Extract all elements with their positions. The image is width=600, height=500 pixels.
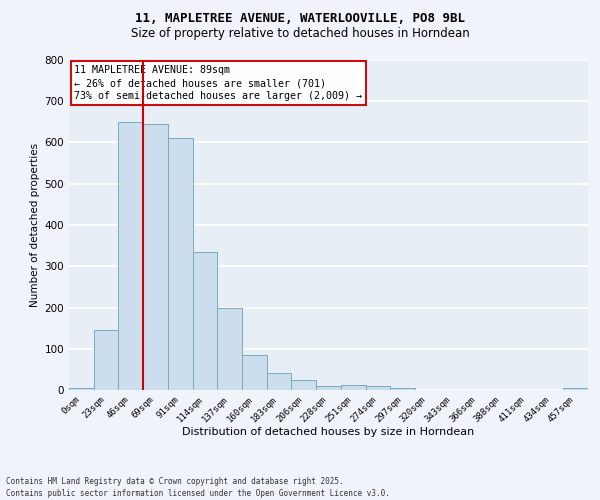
Bar xyxy=(217,308,242,390)
Bar xyxy=(341,385,365,390)
Text: Contains HM Land Registry data © Crown copyright and database right 2025.
Contai: Contains HM Land Registry data © Crown c… xyxy=(6,476,390,498)
Bar xyxy=(94,330,118,390)
Bar xyxy=(365,386,390,390)
Bar xyxy=(390,388,415,390)
Text: 11 MAPLETREE AVENUE: 89sqm
← 26% of detached houses are smaller (701)
73% of sem: 11 MAPLETREE AVENUE: 89sqm ← 26% of deta… xyxy=(74,65,362,102)
Bar xyxy=(563,388,588,390)
Bar xyxy=(193,252,217,390)
Bar xyxy=(143,124,168,390)
X-axis label: Distribution of detached houses by size in Horndean: Distribution of detached houses by size … xyxy=(182,427,475,437)
Bar xyxy=(118,122,143,390)
Text: Size of property relative to detached houses in Horndean: Size of property relative to detached ho… xyxy=(131,28,469,40)
Bar xyxy=(242,355,267,390)
Bar xyxy=(168,138,193,390)
Bar xyxy=(292,380,316,390)
Text: 11, MAPLETREE AVENUE, WATERLOOVILLE, PO8 9BL: 11, MAPLETREE AVENUE, WATERLOOVILLE, PO8… xyxy=(135,12,465,26)
Bar xyxy=(69,388,94,390)
Bar xyxy=(316,386,341,390)
Bar xyxy=(267,372,292,390)
Y-axis label: Number of detached properties: Number of detached properties xyxy=(31,143,40,307)
